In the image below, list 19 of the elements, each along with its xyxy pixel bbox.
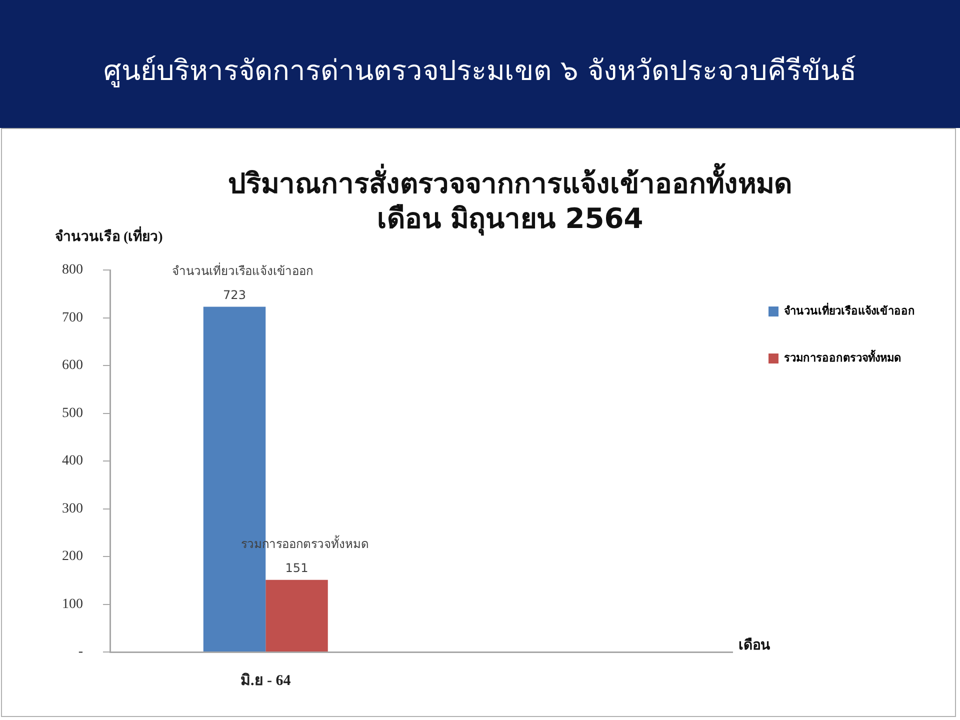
data-label: 151: [285, 561, 308, 576]
legend-label: รวมการออกตรวจทั้งหมด: [784, 349, 901, 364]
y-tick-label: 300: [62, 501, 83, 516]
y-tick-label: 600: [62, 358, 83, 374]
x-axis-title: เดือน: [738, 638, 770, 654]
header-banner: ศูนย์บริหารจัดการด่านตรวจประมเขต ๖ จังหวัดประจวบคีรีขันธ์: [0, 0, 960, 128]
y-tick-label: 200: [62, 549, 83, 564]
y-tick-label: 500: [62, 406, 83, 421]
x-tick-label: มิ.ย - 64: [240, 670, 292, 689]
y-tick-label: 100: [62, 596, 83, 612]
data-label: 723: [223, 288, 246, 302]
y-tick-label: 700: [62, 310, 83, 326]
y-tick-label: -: [78, 644, 84, 660]
y-tick-label: 800: [62, 262, 83, 278]
y-axis-title: จำนวนเรือ (เที่ยว): [55, 225, 163, 247]
y-tick-label: 400: [62, 454, 83, 469]
chart-title: ศูนย์บริหารจัดการด่านตรวจประมเขต ๖ จังหวัดประจวบคีรีขันธ์: [104, 53, 856, 90]
legend-label: จำนวนเที่ยวเรือแจ้งเข้าออก: [784, 302, 915, 318]
text: จำนวนเที่ยวเรือแจ้งเข้าออก: [172, 264, 313, 278]
